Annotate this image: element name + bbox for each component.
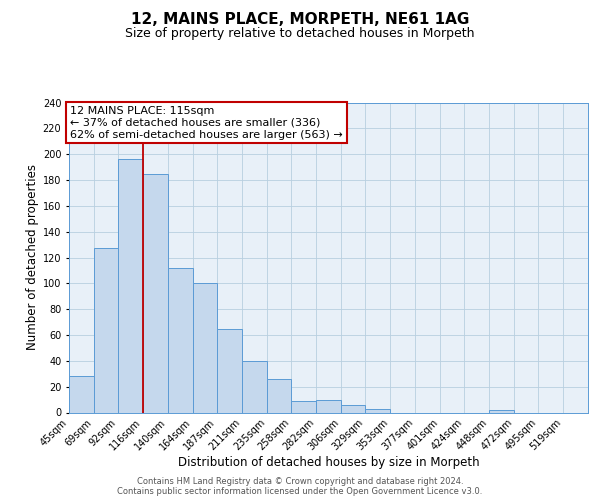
Bar	[118, 160, 143, 412]
Bar	[168, 268, 193, 412]
Bar	[143, 174, 168, 412]
Bar	[489, 410, 514, 412]
Bar	[69, 376, 94, 412]
Bar	[94, 248, 118, 412]
Y-axis label: Number of detached properties: Number of detached properties	[26, 164, 38, 350]
Bar	[341, 405, 365, 412]
Bar	[217, 328, 242, 412]
Text: 12, MAINS PLACE, MORPETH, NE61 1AG: 12, MAINS PLACE, MORPETH, NE61 1AG	[131, 12, 469, 28]
Bar	[242, 361, 267, 412]
X-axis label: Distribution of detached houses by size in Morpeth: Distribution of detached houses by size …	[178, 456, 479, 469]
Bar	[193, 284, 217, 412]
Bar	[365, 408, 390, 412]
Text: Contains public sector information licensed under the Open Government Licence v3: Contains public sector information licen…	[118, 486, 482, 496]
Text: Contains HM Land Registry data © Crown copyright and database right 2024.: Contains HM Land Registry data © Crown c…	[137, 476, 463, 486]
Bar	[291, 401, 316, 412]
Bar	[267, 379, 291, 412]
Text: 12 MAINS PLACE: 115sqm
← 37% of detached houses are smaller (336)
62% of semi-de: 12 MAINS PLACE: 115sqm ← 37% of detached…	[70, 106, 343, 140]
Bar	[316, 400, 341, 412]
Text: Size of property relative to detached houses in Morpeth: Size of property relative to detached ho…	[125, 28, 475, 40]
